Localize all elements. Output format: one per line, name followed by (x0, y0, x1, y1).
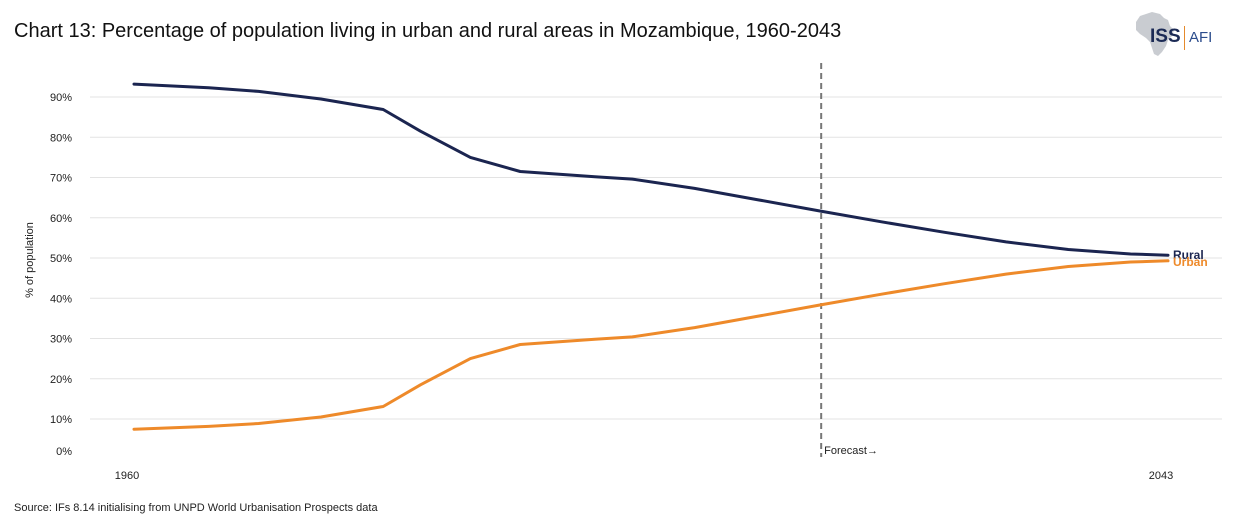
y-tick-label: 30% (50, 334, 72, 346)
source-note: Source: IFs 8.14 initialising from UNPD … (14, 502, 378, 514)
africa-map-icon (1136, 12, 1174, 56)
logo-iss-text: ISS (1150, 26, 1181, 47)
series-line-rural (132, 82, 1170, 257)
logo-afi-text: AFI (1189, 29, 1213, 46)
logo-divider (1184, 26, 1185, 50)
y-tick-label: 40% (50, 293, 72, 305)
chart-title: Chart 13: Percentage of population livin… (14, 20, 842, 42)
x-tick-label: 2043 (1149, 470, 1173, 482)
y-tick-label: 50% (50, 253, 72, 265)
series-label-urban: Urban (1173, 255, 1208, 269)
y-axis-label: % of population (24, 222, 36, 298)
y-tick-label: 60% (50, 213, 72, 225)
series-line-urban (132, 259, 1170, 431)
series-label-rural: Rural (1173, 248, 1204, 262)
x-tick-label: 1960 (115, 470, 139, 482)
y-tick-label: 90% (50, 92, 72, 104)
y-tick-label: 80% (50, 132, 72, 144)
y-tick-label: 70% (50, 173, 72, 185)
y-tick-label: 0% (56, 446, 72, 458)
y-tick-label: 20% (50, 374, 72, 386)
y-tick-label: 10% (50, 414, 72, 426)
forecast-label: Forecast→ (824, 445, 878, 457)
